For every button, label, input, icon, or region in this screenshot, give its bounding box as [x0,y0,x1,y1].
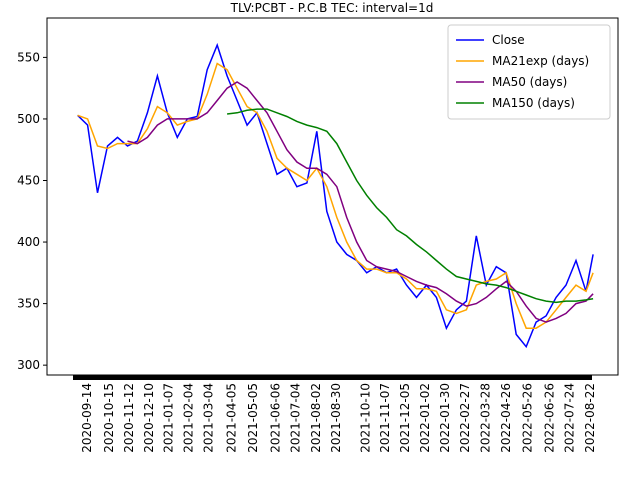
x-tick-label: 2021-08-02 [309,383,323,453]
line-series [227,108,594,304]
x-tick-label: 2022-08-22 [583,383,597,453]
x-tick-label: 2021-11-07 [378,383,392,453]
x-tick-label: 2021-06-06 [269,383,283,453]
x-tick-label: 2021-03-04 [202,383,216,453]
x-tick-label: 2020-10-15 [102,383,116,453]
chart-title: TLV:PCBT - P.C.B TEC: interval=1d [230,1,434,15]
x-tick-label: 2022-06-26 [543,383,557,453]
legend-label: MA21exp (days) [492,54,589,68]
y-tick-label: 550 [17,50,40,64]
x-tick-label: 2021-08-30 [329,383,343,453]
x-tick-label: 2021-10-10 [358,383,372,453]
x-tick-label: 2021-02-04 [182,383,196,453]
y-tick-label: 350 [17,297,40,311]
line-series [77,42,594,349]
x-tick-label: 2021-04-05 [224,383,238,453]
legend-label: Close [492,33,525,47]
x-tick-label: 2021-05-05 [246,383,260,453]
y-tick-label: 300 [17,358,40,372]
x-tick-label: 2021-01-07 [162,383,176,453]
legend-label: MA150 (days) [492,96,575,110]
line-series [77,62,594,329]
dense-ticks [73,375,592,380]
x-tick-label: 2021-07-04 [288,383,302,453]
x-tick-label: 2020-09-14 [80,383,94,453]
y-tick-label: 450 [17,173,40,187]
y-tick-label: 500 [17,112,40,126]
y-tick-label: 400 [17,235,40,249]
legend-label: MA50 (days) [492,75,567,89]
x-tick-label: 2020-12-10 [142,383,156,453]
x-tick-label: 2022-04-26 [499,383,513,453]
x-tick-label: 2022-02-27 [458,383,472,453]
x-tick-label: 2022-01-30 [438,383,452,453]
line-series [127,81,594,323]
legend-box [447,24,611,120]
x-tick-label: 2022-05-26 [521,383,535,453]
x-tick-label: 2021-12-05 [398,383,412,453]
x-tick-label: 2022-03-28 [479,383,493,453]
x-tick-label: 2022-07-24 [563,383,577,453]
plot-frame [46,17,619,376]
x-tick-label: 2020-11-12 [122,383,136,453]
x-tick-label: 2022-01-02 [418,383,432,453]
